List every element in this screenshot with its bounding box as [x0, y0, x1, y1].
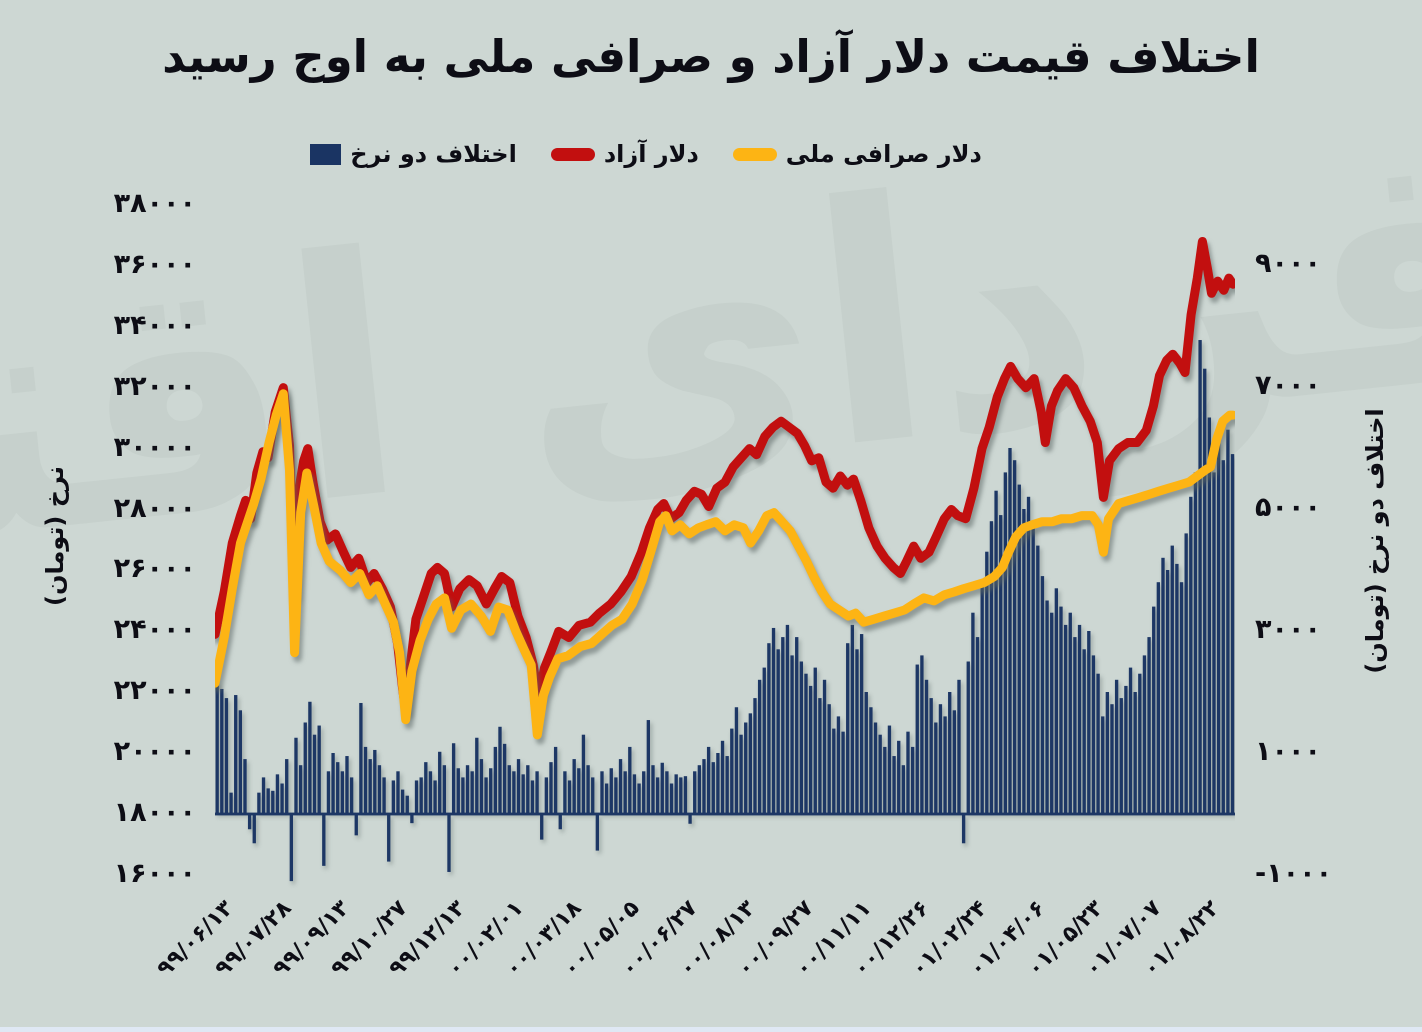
left-tick-3: ۳۲۰۰۰ [113, 370, 196, 402]
left-tick-2: ۳۴۰۰۰ [113, 309, 196, 341]
legend-label-1: دلار آزاد [603, 140, 699, 168]
left-tick-4: ۳۰۰۰۰ [113, 431, 196, 463]
legend-item-0: اختلاف دو نرخ [310, 140, 517, 168]
left-tick-0: ۳۸۰۰۰ [113, 188, 196, 219]
right-tick-2: ۵۰۰۰ [1255, 492, 1321, 523]
legend-label-2: دلار صرافی ملی [785, 140, 982, 168]
left-tick-1: ۳۶۰۰۰ [113, 248, 196, 280]
left-tick-6: ۲۶۰۰۰ [113, 553, 196, 585]
legend-swatch-1 [550, 147, 595, 161]
legend-swatch-0 [310, 143, 342, 165]
legend-item-2: دلار صرافی ملی [732, 140, 982, 168]
exchange-dollar-line [215, 389, 1235, 740]
bottom-edge-strip [0, 1027, 1422, 1032]
legend: اختلاف دو نرخ دلار آزاد دلار صرافی ملی [0, 140, 1422, 168]
right-tick-4: ۱۰۰۰ [1255, 736, 1321, 767]
left-tick-8: ۲۲۰۰۰ [113, 675, 196, 707]
zero-baseline [215, 812, 1235, 816]
left-tick-10: ۱۸۰۰۰ [113, 797, 196, 829]
legend-swatch-2 [732, 147, 777, 161]
left-tick-7: ۲۴۰۰۰ [113, 614, 196, 646]
free-dollar-line [215, 237, 1235, 715]
right-axis-title: اختلاف دو نرخ (تومان) [1361, 408, 1389, 674]
left-tick-9: ۲۰۰۰۰ [113, 736, 196, 768]
left-tick-5: ۲۸۰۰۰ [113, 492, 196, 524]
legend-label-0: اختلاف دو نرخ [350, 140, 517, 168]
chart-title: اختلاف قیمت دلار آزاد و صرافی ملی به اوج… [162, 30, 1260, 83]
left-tick-11: ۱۶۰۰۰ [113, 858, 196, 889]
legend-item-1: دلار آزاد [550, 140, 699, 168]
plot-area [215, 237, 1235, 882]
right-tick-1: ۷۰۰۰ [1255, 370, 1321, 401]
right-tick-3: ۳۰۰۰ [1255, 614, 1321, 645]
difference-bars [215, 340, 1235, 882]
right-tick-0: ۹۰۰۰ [1255, 248, 1321, 279]
right-tick-5: -۱۰۰۰ [1255, 858, 1333, 889]
